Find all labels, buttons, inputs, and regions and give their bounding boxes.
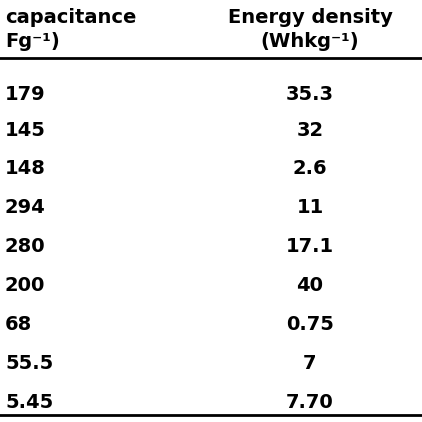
Text: 35.3: 35.3 xyxy=(286,86,334,105)
Text: 280: 280 xyxy=(5,237,46,256)
Text: 294: 294 xyxy=(5,198,46,217)
Text: 7: 7 xyxy=(303,354,317,373)
Text: 0.75: 0.75 xyxy=(286,315,334,334)
Text: 17.1: 17.1 xyxy=(286,237,334,256)
Text: 11: 11 xyxy=(296,198,324,217)
Text: 179: 179 xyxy=(5,86,46,105)
Text: 55.5: 55.5 xyxy=(5,354,53,373)
Text: Energy density: Energy density xyxy=(227,8,392,27)
Text: capacitance: capacitance xyxy=(5,8,136,27)
Text: 68: 68 xyxy=(5,315,32,334)
Text: 5.45: 5.45 xyxy=(5,392,53,411)
Text: (Whkg⁻¹): (Whkg⁻¹) xyxy=(261,32,359,51)
Text: Fg⁻¹): Fg⁻¹) xyxy=(5,32,60,51)
Text: 7.70: 7.70 xyxy=(286,392,334,411)
Text: 148: 148 xyxy=(5,160,46,179)
Text: 2.6: 2.6 xyxy=(293,160,327,179)
Text: 200: 200 xyxy=(5,276,46,295)
Text: 32: 32 xyxy=(296,121,324,140)
Text: 40: 40 xyxy=(297,276,324,295)
Text: 145: 145 xyxy=(5,121,46,140)
